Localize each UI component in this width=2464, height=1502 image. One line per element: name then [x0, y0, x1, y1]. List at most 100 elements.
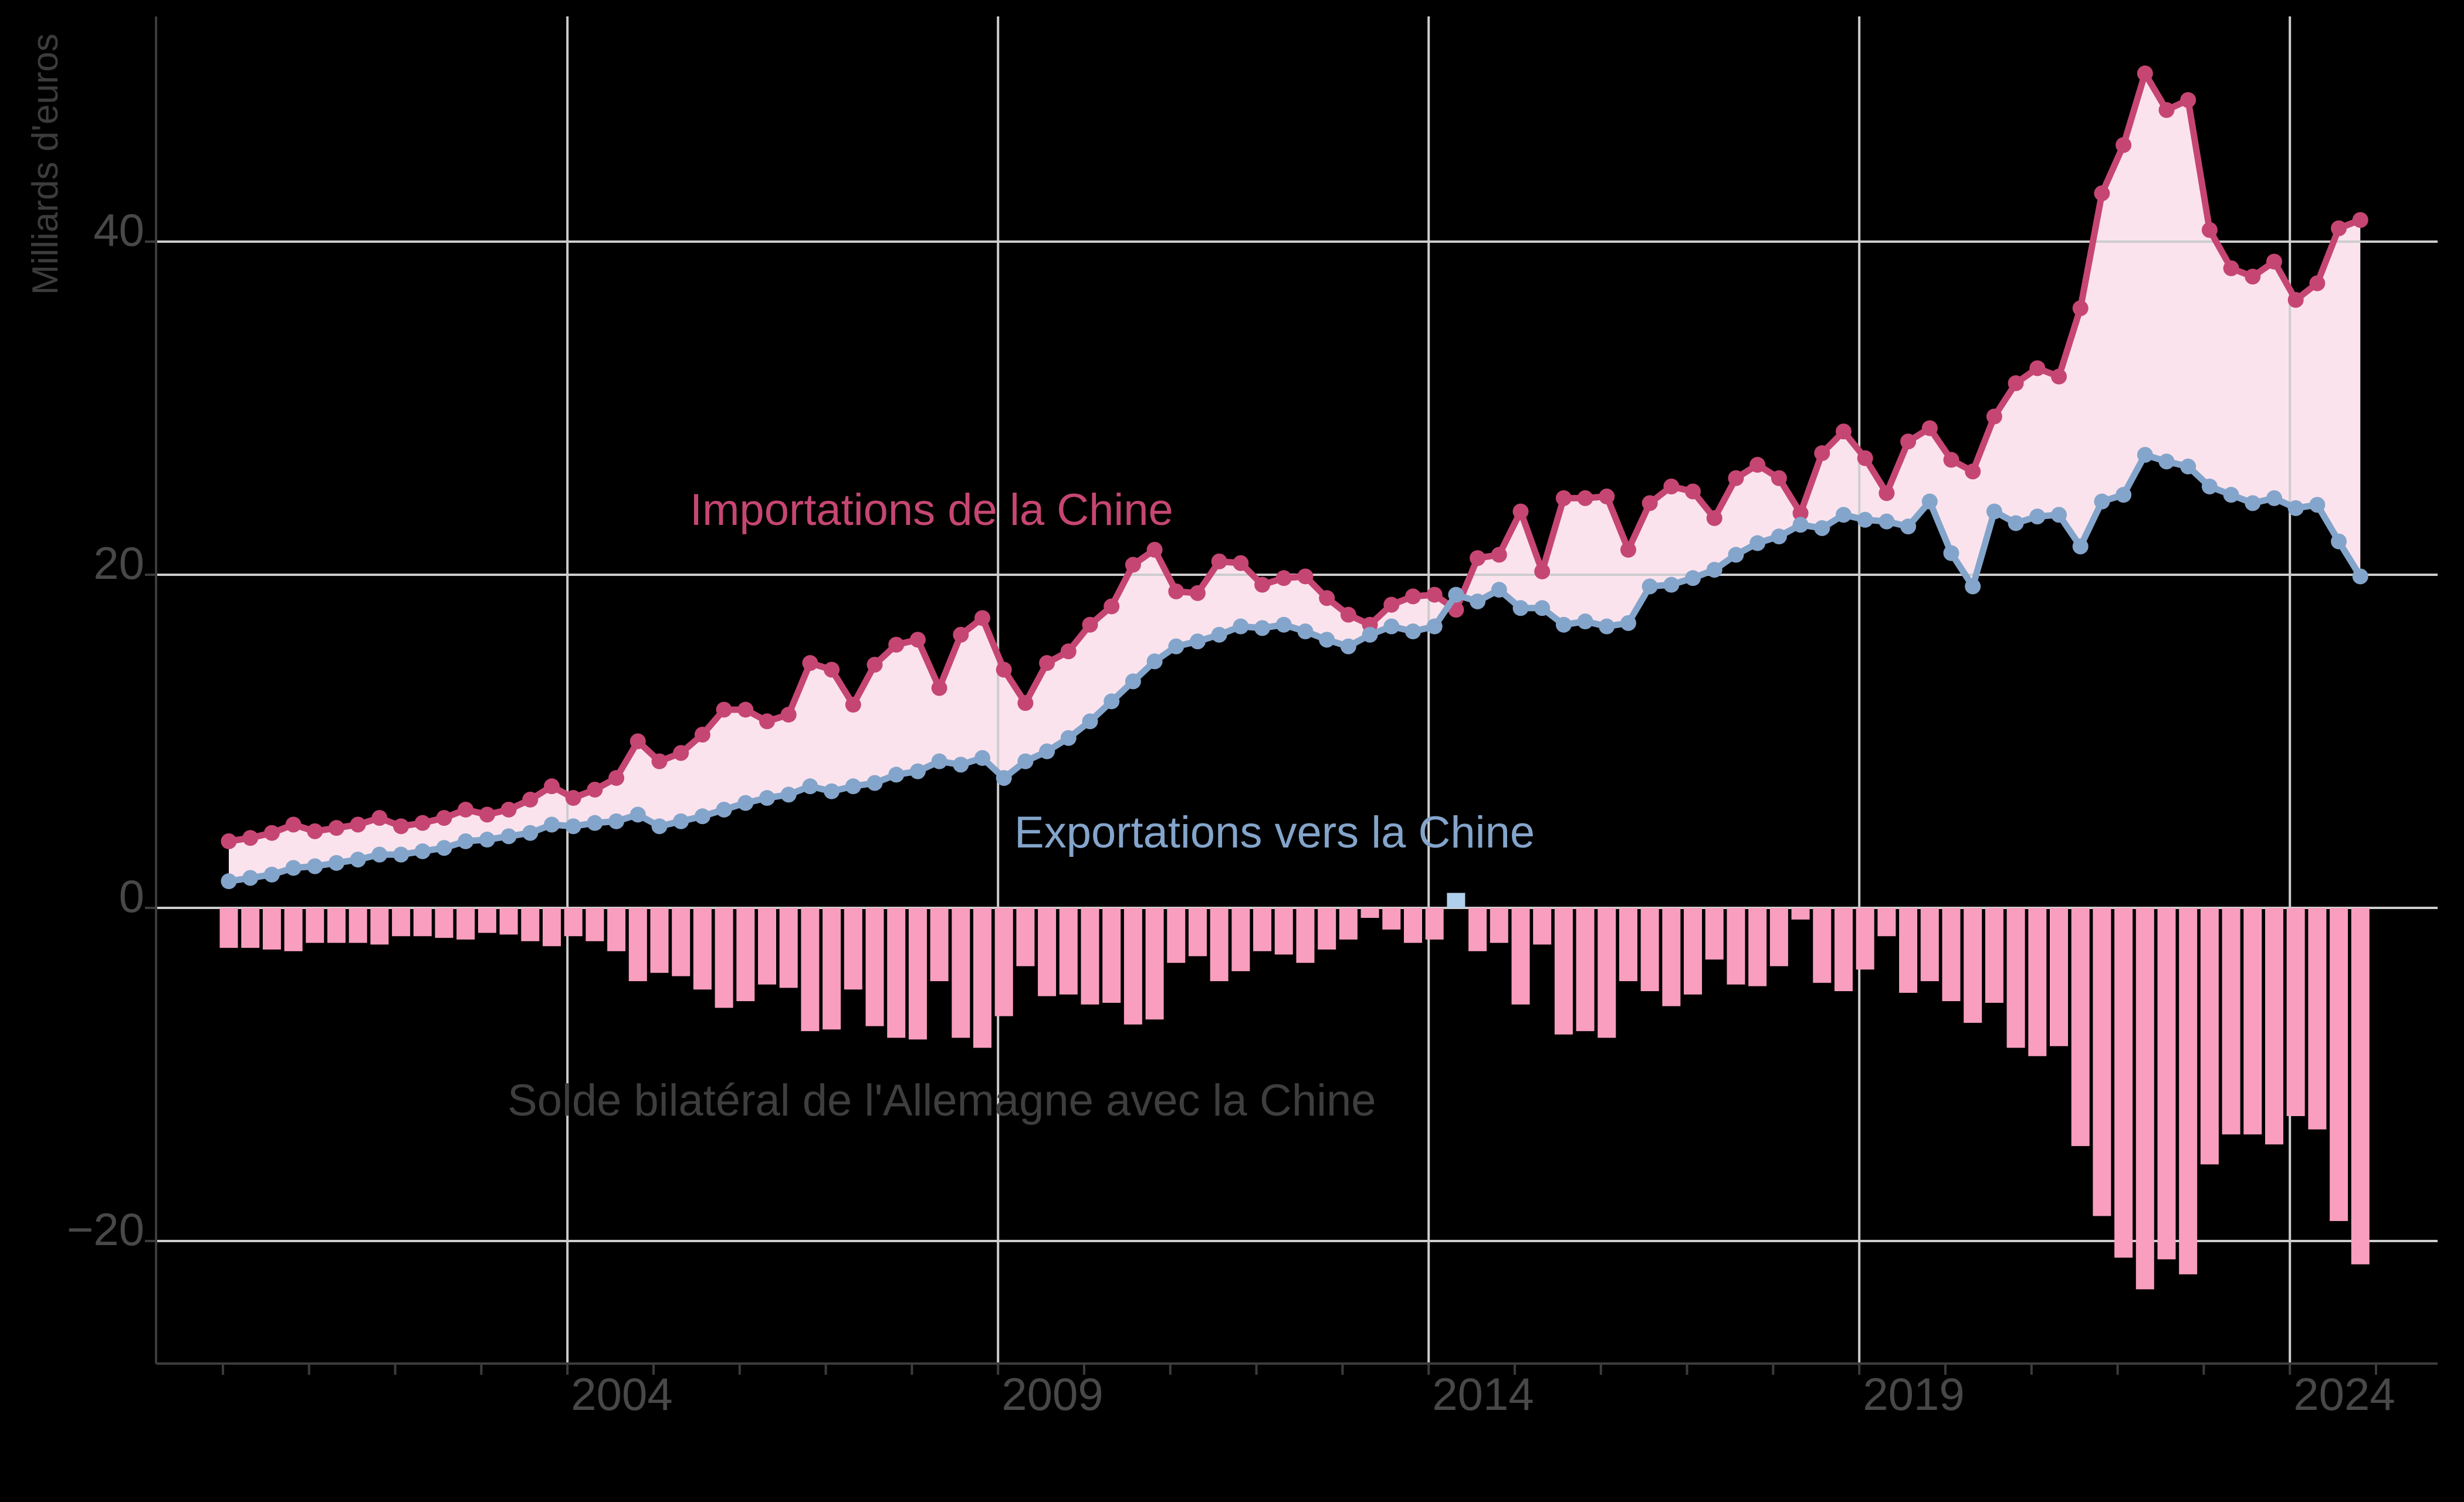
- exports-point: [1943, 545, 1959, 561]
- solde-bar: [2135, 908, 2154, 1290]
- exports-point: [1491, 582, 1507, 598]
- solde-bar: [456, 908, 475, 940]
- exports-point: [2072, 538, 2089, 555]
- imports-point: [802, 655, 818, 672]
- imports-point: [263, 825, 280, 841]
- exports-point: [2029, 508, 2046, 525]
- imports-point: [1233, 555, 1249, 571]
- solde-bar: [1038, 908, 1057, 996]
- exports-point: [909, 763, 926, 779]
- solde-bar: [973, 908, 991, 1048]
- exports-point: [1512, 600, 1529, 616]
- imports-point: [2051, 368, 2067, 385]
- exports-point: [329, 855, 344, 871]
- solde-bar: [2200, 908, 2219, 1165]
- exports-point: [479, 832, 495, 848]
- exports-point: [458, 833, 474, 849]
- solde-bar: [1296, 908, 1315, 963]
- exports-point: [522, 825, 539, 841]
- exports-point: [1534, 600, 1551, 616]
- solde-bar: [693, 908, 712, 990]
- imports-point: [1190, 585, 1206, 601]
- solde-bar: [1791, 908, 1810, 920]
- imports-point: [780, 707, 797, 723]
- solde-bar: [543, 908, 561, 947]
- imports-point: [1879, 485, 1895, 501]
- exports-point: [1254, 620, 1271, 636]
- exports-point: [2352, 568, 2368, 585]
- exports-point: [1663, 577, 1680, 593]
- x-tick-label-2024: 2024: [2293, 1368, 2395, 1420]
- exports-point: [759, 790, 775, 806]
- imports-point: [1641, 495, 1658, 511]
- exports-point: [587, 815, 603, 831]
- exports-point: [1039, 743, 1055, 760]
- imports-point: [2029, 360, 2046, 377]
- solde-bar: [1490, 908, 1508, 943]
- solde-bar: [2114, 908, 2133, 1258]
- solde-bar: [327, 908, 346, 943]
- solde-bar: [413, 908, 432, 937]
- imports-point: [522, 791, 539, 808]
- exports-point: [500, 828, 517, 845]
- solde-bar: [1081, 908, 1099, 1005]
- imports-point: [221, 833, 237, 849]
- exports-point: [1060, 730, 1077, 746]
- exports-point: [1211, 626, 1227, 643]
- exports-point: [2008, 515, 2024, 531]
- y-tick-labels: 40 20 0 −20: [67, 204, 144, 1255]
- imports-point: [931, 680, 947, 696]
- exports-point: [2116, 487, 2132, 503]
- imports-point: [1965, 463, 1981, 480]
- imports-point: [867, 656, 883, 673]
- exports-point: [221, 873, 237, 890]
- solde-bar: [1102, 908, 1121, 1003]
- imports-point: [479, 806, 495, 823]
- imports-point: [1039, 655, 1055, 672]
- imports-points: [221, 65, 2368, 849]
- exports-point: [1641, 578, 1658, 595]
- imports-point: [1297, 568, 1314, 585]
- imports-point: [1620, 541, 1636, 558]
- solde-bar: [306, 908, 324, 943]
- imports-point: [1836, 423, 1852, 440]
- solde-bar: [2179, 908, 2198, 1274]
- solde-bar: [1404, 908, 1422, 943]
- y-tick-label-−20: −20: [67, 1203, 144, 1255]
- imports-point: [1534, 563, 1551, 579]
- exports-point: [1168, 638, 1184, 655]
- exports-point: [1405, 623, 1421, 640]
- exports-point: [716, 801, 732, 818]
- solde-bar: [1447, 893, 1465, 908]
- imports-point: [350, 816, 366, 833]
- exports-point: [263, 866, 280, 883]
- imports-point: [371, 810, 388, 826]
- exports-point: [1555, 616, 1572, 633]
- solde-bar: [2028, 908, 2047, 1056]
- solde-bar: [2330, 908, 2348, 1221]
- exports-point: [1082, 713, 1098, 730]
- imports-point: [587, 781, 603, 798]
- imports-point: [1986, 408, 2002, 425]
- y-tick-label-40: 40: [93, 204, 144, 256]
- imports-point: [500, 801, 517, 818]
- solde-bar: [1382, 908, 1401, 930]
- imports-point: [909, 632, 926, 648]
- exports-point: [802, 778, 818, 795]
- imports-exports-gap-fill: [229, 73, 2361, 881]
- exports-point: [651, 818, 668, 835]
- exports-point: [2223, 487, 2239, 503]
- solde-bar: [865, 908, 884, 1026]
- imports-point: [1491, 547, 1507, 563]
- exports-point: [544, 816, 560, 833]
- imports-point: [1577, 490, 1593, 506]
- imports-point: [1900, 433, 1917, 450]
- solde-bar: [1059, 908, 1078, 995]
- imports-point: [1663, 478, 1680, 494]
- solde-bar: [1705, 908, 1724, 960]
- exports-point: [414, 843, 431, 859]
- exports-point: [371, 846, 388, 863]
- solde-bar: [736, 908, 755, 1002]
- solde-bar: [1468, 908, 1487, 951]
- imports-point: [1555, 490, 1572, 506]
